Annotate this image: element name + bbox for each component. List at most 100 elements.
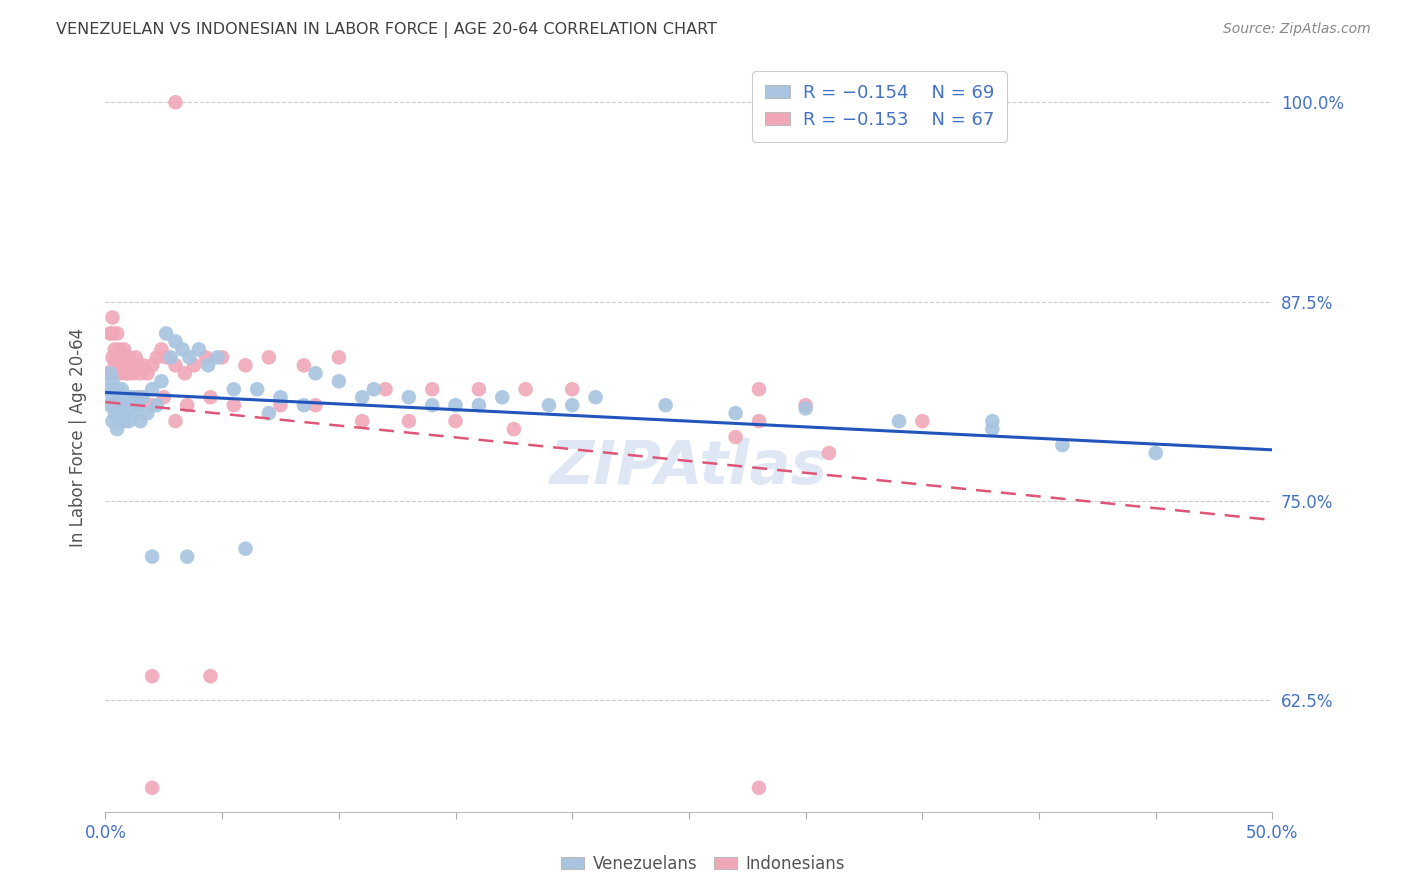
Point xyxy=(141,669,163,683)
Point xyxy=(153,390,174,404)
Point xyxy=(724,430,747,444)
Point xyxy=(136,406,159,420)
Point xyxy=(104,343,127,357)
Point xyxy=(101,390,124,404)
Point xyxy=(105,422,128,436)
Point xyxy=(748,780,770,795)
Point xyxy=(101,374,124,388)
Point xyxy=(115,390,138,404)
Point xyxy=(502,422,524,436)
Text: VENEZUELAN VS INDONESIAN IN LABOR FORCE | AGE 20-64 CORRELATION CHART: VENEZUELAN VS INDONESIAN IN LABOR FORCE … xyxy=(56,22,717,38)
Point xyxy=(352,390,374,404)
Point xyxy=(120,390,142,404)
Point xyxy=(200,669,222,683)
Point xyxy=(207,351,229,365)
Point xyxy=(105,398,128,412)
Point xyxy=(104,406,127,420)
Point xyxy=(122,367,145,381)
Point xyxy=(101,414,124,428)
Point xyxy=(172,343,194,357)
Point xyxy=(561,398,583,412)
Point xyxy=(257,406,280,420)
Point xyxy=(105,382,128,396)
Point xyxy=(101,326,124,341)
Point xyxy=(97,367,120,381)
Point xyxy=(141,359,163,373)
Point xyxy=(585,390,607,404)
Point xyxy=(194,351,217,365)
Point xyxy=(420,398,443,412)
Point xyxy=(269,390,292,404)
Point xyxy=(537,398,560,412)
Point xyxy=(444,398,467,412)
Point xyxy=(363,382,385,396)
Point xyxy=(122,398,145,412)
Point xyxy=(127,359,149,373)
Point xyxy=(328,351,350,365)
Point xyxy=(328,374,350,388)
Point xyxy=(136,367,159,381)
Point xyxy=(352,414,374,428)
Point xyxy=(104,398,127,412)
Point xyxy=(981,422,1004,436)
Point xyxy=(398,390,420,404)
Point xyxy=(420,382,443,396)
Point xyxy=(304,367,326,381)
Point xyxy=(105,326,128,341)
Point xyxy=(115,406,138,420)
Point xyxy=(444,414,467,428)
Point xyxy=(98,398,121,412)
Point xyxy=(468,398,491,412)
Point xyxy=(794,401,817,416)
Legend: Venezuelans, Indonesians: Venezuelans, Indonesians xyxy=(554,848,852,880)
Point xyxy=(118,367,141,381)
Point xyxy=(111,367,134,381)
Point xyxy=(98,367,121,381)
Point xyxy=(197,359,219,373)
Point xyxy=(654,398,676,412)
Point xyxy=(748,382,770,396)
Point xyxy=(115,351,138,365)
Point xyxy=(104,359,127,373)
Point xyxy=(146,351,169,365)
Point xyxy=(1144,446,1167,460)
Point xyxy=(165,334,187,349)
Point xyxy=(132,390,155,404)
Point xyxy=(222,398,245,412)
Point xyxy=(111,406,134,420)
Point xyxy=(129,367,152,381)
Point xyxy=(108,359,131,373)
Point xyxy=(146,398,169,412)
Point xyxy=(112,343,135,357)
Point xyxy=(561,382,583,396)
Point xyxy=(187,343,209,357)
Point xyxy=(235,359,257,373)
Point xyxy=(748,414,770,428)
Point xyxy=(176,549,198,564)
Point xyxy=(155,326,177,341)
Point xyxy=(132,359,155,373)
Point xyxy=(97,382,120,396)
Point xyxy=(127,398,149,412)
Point xyxy=(246,382,269,396)
Point xyxy=(125,351,148,365)
Point xyxy=(112,414,135,428)
Point xyxy=(222,382,245,396)
Point xyxy=(108,390,131,404)
Point xyxy=(1052,438,1074,452)
Point xyxy=(118,351,141,365)
Point xyxy=(150,374,173,388)
Point xyxy=(887,414,910,428)
Point xyxy=(101,310,124,325)
Legend: R = −0.154    N = 69, R = −0.153    N = 67: R = −0.154 N = 69, R = −0.153 N = 67 xyxy=(752,71,1007,142)
Point xyxy=(211,351,233,365)
Point xyxy=(105,351,128,365)
Point xyxy=(165,414,187,428)
Point xyxy=(257,351,280,365)
Point xyxy=(122,406,145,420)
Point xyxy=(173,367,195,381)
Y-axis label: In Labor Force | Age 20-64: In Labor Force | Age 20-64 xyxy=(69,327,87,547)
Point xyxy=(818,446,841,460)
Point xyxy=(115,367,138,381)
Point xyxy=(104,382,127,396)
